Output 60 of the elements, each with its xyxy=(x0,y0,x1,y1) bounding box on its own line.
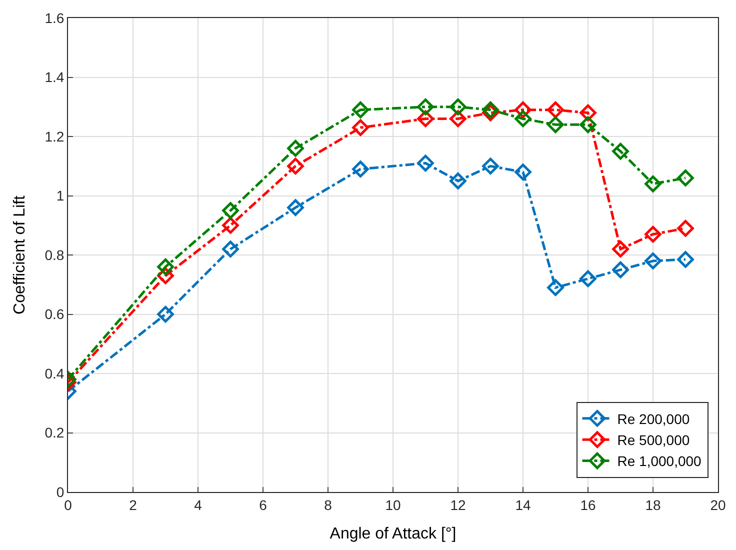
legend-label: Re 200,000 xyxy=(617,410,690,427)
point xyxy=(450,98,466,116)
y-axis-title: Coefficient of Lift xyxy=(12,195,29,314)
point xyxy=(287,199,304,216)
point xyxy=(482,158,499,175)
legend-label: Re 1,000,000 xyxy=(617,453,702,470)
y-tick-label: 1 xyxy=(56,188,64,204)
point xyxy=(157,258,174,276)
point xyxy=(612,142,629,160)
point xyxy=(352,160,369,178)
y-tick-label: 0.8 xyxy=(44,246,64,263)
y-tick-label: 1.4 xyxy=(44,69,64,86)
point xyxy=(547,101,564,118)
point xyxy=(644,226,662,243)
x-tick-label: 16 xyxy=(580,496,596,513)
x-tick-label: 12 xyxy=(450,496,466,513)
point xyxy=(514,164,532,180)
x-tick-label: 20 xyxy=(710,496,726,513)
x-tick-label: 8 xyxy=(324,496,332,513)
point xyxy=(644,252,662,270)
y-tick-label: 0 xyxy=(56,484,64,500)
point xyxy=(612,261,629,278)
point xyxy=(644,176,662,192)
point xyxy=(514,110,532,128)
point xyxy=(677,220,694,237)
legend-label: Re 500,000 xyxy=(617,432,690,448)
y-tick-label: 1.2 xyxy=(44,128,64,144)
y-tick-label: 0.2 xyxy=(44,424,64,441)
point xyxy=(352,101,369,118)
x-tick-label: 18 xyxy=(645,496,661,513)
y-tick-label: 1.6 xyxy=(44,10,64,26)
point xyxy=(417,110,434,128)
x-tick-label: 14 xyxy=(515,496,531,513)
x-tick-label: 10 xyxy=(385,496,401,513)
point xyxy=(677,251,694,268)
point xyxy=(612,240,629,258)
x-tick-label: 2 xyxy=(129,496,138,513)
point xyxy=(580,116,596,134)
point xyxy=(547,279,564,296)
x-tick-label: 4 xyxy=(194,496,202,513)
point xyxy=(417,98,434,116)
point xyxy=(352,119,369,136)
point xyxy=(450,110,466,128)
point xyxy=(222,202,239,219)
point xyxy=(222,216,239,234)
point xyxy=(677,170,694,186)
point xyxy=(287,158,304,175)
x-tick-label: 6 xyxy=(259,496,268,513)
y-tick-label: 0.4 xyxy=(44,365,64,382)
point xyxy=(482,101,499,118)
y-tick-label: 0.6 xyxy=(44,306,64,322)
point xyxy=(547,116,564,134)
x-axis-title: Angle of Attack [°] xyxy=(330,526,456,542)
point xyxy=(580,270,596,288)
point xyxy=(287,140,304,157)
point xyxy=(157,306,174,323)
point xyxy=(222,240,239,258)
point xyxy=(417,154,434,172)
point xyxy=(450,172,466,190)
point xyxy=(580,104,596,122)
